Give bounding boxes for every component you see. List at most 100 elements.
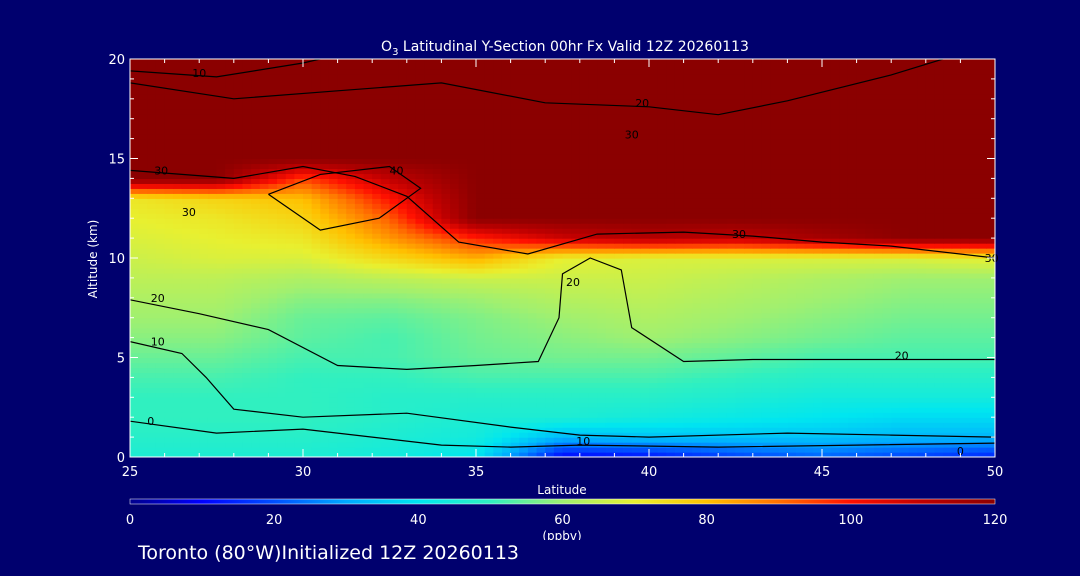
field-cell [510,377,520,383]
field-cell [744,407,754,413]
field-cell [424,437,434,443]
field-cell [943,397,953,403]
field-cell [597,382,607,388]
field-cell [536,267,546,274]
field-cell [190,327,200,334]
field-cell [406,357,417,364]
field-cell [199,342,209,349]
field-cell [337,347,347,354]
field-cell [692,322,702,329]
field-cell [761,342,771,349]
field-cell [787,407,797,413]
field-cell [640,402,650,408]
field-cell [207,357,218,364]
field-cell [450,322,460,329]
field-cell [242,233,252,239]
field-cell [545,297,555,304]
field-cell [787,233,797,239]
field-cell [268,208,278,214]
field-cell [735,272,745,279]
field-cell [138,213,148,219]
field-cell [372,287,382,294]
field-cell [804,337,814,344]
field-cell [709,442,719,448]
field-cell [623,208,633,214]
field-cell [709,267,719,274]
field-cell [709,297,719,304]
field-cell [527,218,538,224]
field-cell [441,397,451,403]
field-cell [761,243,771,249]
field-cell [450,243,460,249]
field-cell [709,208,719,214]
field-cell [476,377,486,383]
field-cell [164,407,174,413]
field-cell [484,218,494,224]
field-cell [865,287,875,294]
field-cell [467,437,477,443]
field-cell [917,317,927,324]
field-cell [943,392,953,398]
field-cell [891,387,901,393]
field-cell [545,287,555,294]
field-cell [138,367,148,374]
field-cell [285,447,295,453]
field-cell [925,422,936,428]
field-cell [268,357,278,364]
field-cell [735,442,745,448]
field-cell [822,248,832,254]
field-cell [328,307,339,314]
field-cell [787,412,797,418]
field-cell [225,307,235,314]
field-cell [726,307,737,314]
field-cell [943,223,953,229]
field-cell [441,307,451,314]
field-cell [130,352,140,359]
field-cell [761,272,771,279]
field-cell [164,417,174,423]
field-cell [726,287,737,294]
field-cell [562,372,572,378]
field-cell [640,447,650,453]
field-cell [822,352,832,359]
field-cell [726,427,737,433]
field-cell [242,422,252,428]
field-cell [787,302,797,309]
field-cell [519,362,529,369]
field-cell [147,248,157,254]
field-cell [925,387,936,393]
field-cell [476,233,486,239]
field-cell [744,427,754,433]
field-cell [752,307,763,314]
field-cell [761,208,771,214]
field-cell [977,377,987,383]
field-cell [311,238,321,244]
field-cell [225,267,235,274]
field-cell [432,307,442,314]
field-cell [424,272,434,279]
field-cell [726,253,737,259]
field-cell [925,322,936,329]
field-cell [605,392,615,398]
field-cell [450,307,460,314]
field-cell [294,397,304,403]
field-cell [285,262,295,269]
field-cell [847,272,858,279]
field-cell [597,258,607,264]
field-cell [458,417,468,423]
field-cell [268,337,278,344]
field-cell [752,243,763,249]
field-cell [623,392,633,398]
field-cell [917,392,927,398]
field-cell [856,352,866,359]
field-cell [320,342,330,349]
field-cell [484,267,494,274]
field-cell [510,233,520,239]
field-cell [398,223,408,229]
field-cell [839,392,849,398]
field-cell [441,292,451,299]
field-cell [536,397,546,403]
field-cell [415,243,425,249]
field-cell [181,312,192,319]
field-cell [337,292,347,299]
